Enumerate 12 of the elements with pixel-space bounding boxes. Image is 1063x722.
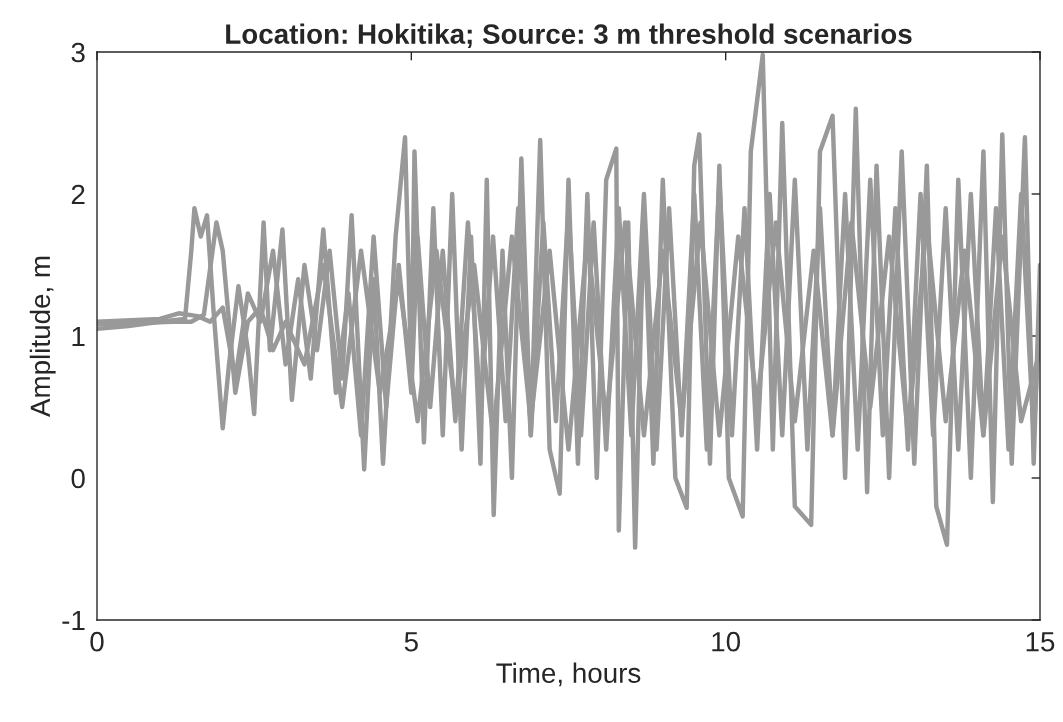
y-tick-label: -1 — [62, 610, 85, 631]
x-tick-label: 5 — [404, 632, 418, 652]
x-tick-label: 15 — [1026, 632, 1055, 652]
x-tick-label: 0 — [90, 631, 104, 652]
x-tick-label: 10 — [712, 631, 741, 652]
y-tick-label: 3 — [71, 42, 85, 63]
chart-title: Location: Hokitika; Source: 3 m threshold scenarios — [226, 23, 912, 48]
y-tick-label: 0 — [71, 468, 85, 489]
y-tick-label: 1 — [72, 326, 85, 347]
x-axis-title: Time, hours — [496, 662, 641, 687]
y-axis-title: Amplitude, m — [29, 256, 56, 417]
y-tick-label: 2 — [71, 184, 85, 205]
